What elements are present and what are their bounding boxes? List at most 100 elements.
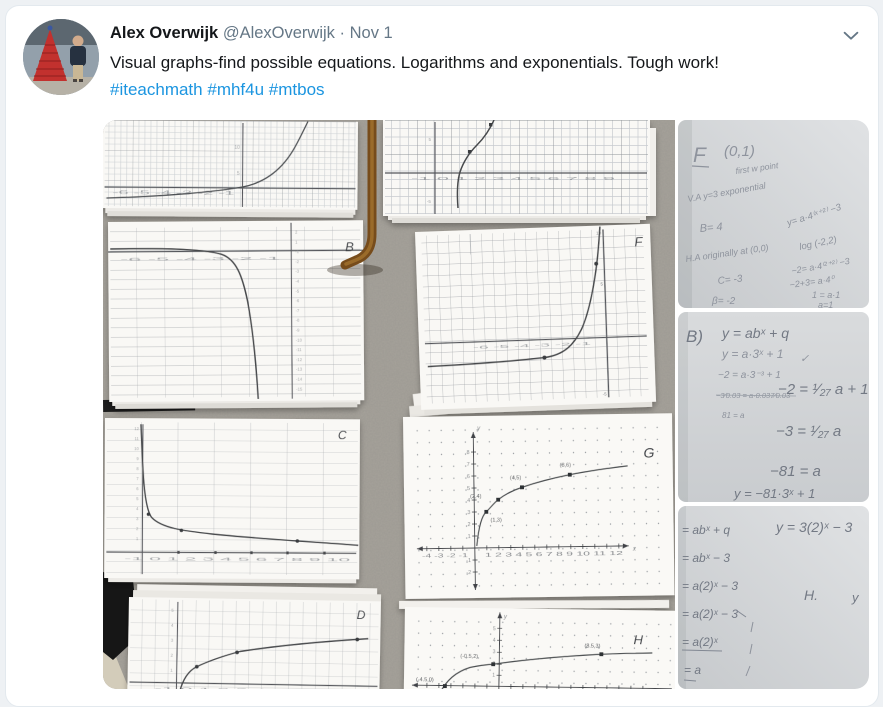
wb3-line-4: = a(2)ˣ − 3 — [682, 607, 738, 621]
graph-paper-g: -4 -3 -2 -1 1 2 3 4 5 6 7 8 9 10 11 12 8… — [403, 413, 675, 599]
chevron-down-icon — [843, 31, 859, 40]
tweet-hashtags: #iteachmath #mhf4u #mtbos — [110, 76, 866, 103]
wb2-line-big3: −81 = a — [770, 463, 821, 480]
x-axis — [129, 681, 378, 687]
wb1-line-beta: β= -2 — [711, 296, 736, 307]
g-y-ticks-pos: 87654321 — [466, 450, 470, 540]
curve — [427, 226, 601, 368]
f-ytick-m5: -5 — [603, 391, 608, 396]
hashtag-mtbos[interactable]: #mtbos — [268, 80, 325, 99]
wb1-line-b4: B= 4 — [699, 221, 723, 235]
y-axis — [602, 229, 610, 398]
wb1-line-a1: a=1 — [818, 300, 833, 310]
graph-paper-e: -1 0 1 2 3 4 5 6 7 8 9 5 -5 — [383, 120, 656, 223]
y-axis — [141, 424, 144, 575]
meta-separator: · — [339, 24, 346, 42]
y-axis — [290, 222, 293, 399]
strike — [735, 609, 747, 618]
wb2-line-final: y = −81·3ˣ + 1 — [733, 486, 815, 501]
y-axis — [175, 601, 179, 689]
dot-grid — [407, 611, 673, 689]
graph-paper-c: -1 0 1 2 3 4 5 6 7 8 9 10 12 11 10 9 8 7 6 5 4 3 2… — [104, 418, 360, 584]
tweet-photo-collage[interactable]: -6 -5 -4 -3 -2 -1 10 5 -6 -5 -4 -3 -2 -1 … — [103, 120, 869, 689]
a-x-ticks: -6 -5 -4 -3 -2 -1 — [112, 190, 235, 197]
e-y-ticks: 5 -5 — [427, 137, 432, 204]
dot-grid — [411, 421, 666, 589]
underline-2 — [683, 679, 697, 682]
wb3-line-6: = a — [684, 663, 701, 677]
wb3-y: y — [851, 590, 860, 605]
underline — [691, 165, 710, 168]
wb3-line-1: = abˣ + q — [682, 523, 730, 537]
wb1-line-c3: C= -3 — [717, 273, 743, 287]
strike — [715, 394, 797, 397]
x-axis — [106, 551, 357, 554]
c-x-ticks: -1 0 1 2 3 4 5 6 7 8 9 10 — [124, 556, 352, 562]
g-y-ticks-neg: -1-2 — [466, 558, 471, 576]
tweet-body: Visual graphs-find possible equations. L… — [110, 49, 866, 103]
h-point-3: (8.5,3) — [584, 644, 600, 650]
tweet-date[interactable]: Nov 1 — [349, 24, 393, 42]
whiteboard-photo-3: = abˣ + q y = 3(2)ˣ − 3 = abˣ − 3 = a(2)… — [678, 506, 869, 689]
wb2-line-big2: −3 = ¹∕₂₇ a — [776, 423, 841, 440]
x-axis — [108, 249, 364, 253]
hashtag-iteachmath[interactable]: #iteachmath — [110, 80, 203, 99]
author-name[interactable]: Alex Overwijk — [110, 24, 219, 42]
wb2-line-big1: −2 = ¹∕₂₇ a + 1 — [778, 381, 869, 398]
wb3-answer: y = 3(2)ˣ − 3 — [775, 519, 853, 535]
label-g: G — [643, 444, 654, 460]
wb3-line-5: = a(2)ˣ — [682, 635, 719, 649]
wb2-checkmark: ✓ — [800, 353, 810, 365]
a-y-ticks: 10 5 — [234, 145, 240, 177]
h-point-1: (-4.5,0) — [416, 677, 434, 683]
curve — [456, 120, 495, 209]
tick-marks — [426, 627, 644, 689]
e-x-ticks: -1 0 1 2 3 4 5 6 7 8 9 — [411, 176, 617, 181]
photo-collage-svg: -6 -5 -4 -3 -2 -1 10 5 -6 -5 -4 -3 -2 -1 … — [103, 120, 869, 689]
tweet-menu-button[interactable] — [840, 24, 862, 46]
curve — [110, 247, 259, 400]
wb2-line-b: B) — [686, 327, 703, 346]
tweet-body-text: Visual graphs-find possible equations. L… — [110, 53, 719, 72]
g-point-3: (4,5) — [510, 475, 522, 481]
curve — [106, 121, 309, 199]
label-h: H — [633, 632, 643, 647]
x-axis — [104, 186, 356, 190]
pyramid-top-cup — [47, 25, 53, 31]
hashtag-mhf4u[interactable]: #mhf4u — [207, 80, 265, 99]
g-x-ticks-neg: -4 -3 -2 -1 — [422, 553, 468, 560]
avatar-image — [23, 19, 99, 95]
whiteboard-photo-2: B) y = abˣ + q y = a·3ˣ + 1 ✓ −2 = a·3⁻³… — [678, 312, 869, 502]
person — [70, 35, 86, 82]
d-y-ticks: 54321 — [170, 608, 174, 673]
g-point-4: (8,6) — [560, 463, 572, 469]
brown-stick — [327, 120, 383, 276]
f-ytick-5: 5 — [600, 281, 603, 286]
wb1-line-F: F — [693, 144, 707, 167]
curve — [439, 652, 653, 689]
g-point-2: (2,4) — [470, 494, 482, 500]
x-tick-dots — [177, 550, 326, 555]
wb3-line-2: = abˣ − 3 — [682, 551, 730, 565]
avatar[interactable] — [23, 19, 99, 95]
g-x-label: x — [632, 547, 637, 553]
wb3-label-h: H. — [804, 587, 818, 603]
grid — [385, 120, 648, 214]
wb3-line-3: = a(2)ˣ − 3 — [682, 579, 738, 593]
g-x-ticks-pos: 1 2 3 4 5 6 7 8 9 10 11 12 — [485, 551, 623, 559]
x-axis — [424, 335, 647, 345]
graph-paper-b: -6 -5 -4 -3 -2 -1 2 1 -1 -2 -3 -4 -5 -6 -7 -8 -9 -1… — [108, 220, 365, 409]
grid — [104, 120, 356, 208]
wb1-line-01: (0,1) — [724, 143, 755, 160]
h-point-2: (-0.5,2) — [460, 654, 478, 660]
graph-paper-a: -6 -5 -4 -3 -2 -1 10 5 — [103, 120, 358, 218]
b-x-ticks: -6 -5 -4 -3 -2 -1 — [120, 256, 282, 262]
grid — [421, 228, 649, 404]
grid — [129, 599, 379, 689]
graph-paper-h: 54321 y (-4.5,0) (-0.5,2) (8.5,3) H — [399, 599, 675, 689]
author-handle[interactable]: @AlexOverwijk — [222, 24, 335, 42]
wb2-line-eq1: y = abˣ + q — [721, 325, 789, 341]
label-f: F — [634, 234, 644, 249]
tweet-header: Alex Overwijk @AlexOverwijk · Nov 1 — [110, 24, 393, 43]
graph-paper-f: 10 5 -5 -6 -5 -4 -3 -2 -1 F — [409, 223, 657, 418]
